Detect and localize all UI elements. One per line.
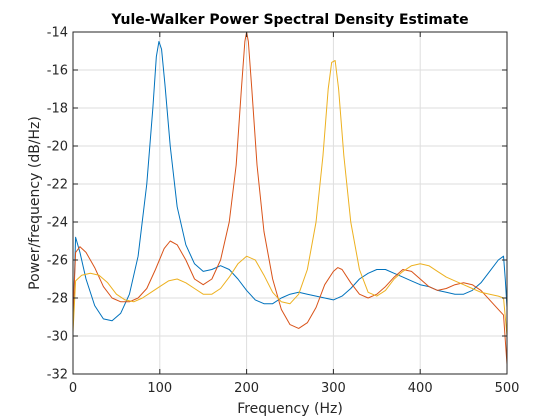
- x-tick-label: 0: [69, 381, 77, 396]
- x-tick-label: 500: [495, 381, 520, 396]
- y-tick-label: -32: [47, 368, 68, 383]
- x-tick-label: 400: [408, 381, 433, 396]
- x-axis-label: Frequency (Hz): [237, 401, 343, 417]
- grid: [72, 31, 508, 375]
- ticks: 0 100 200 300 400 500 -32 -30 -28 -26 -24 -22 -20 -18…: [47, 26, 520, 397]
- y-tick-label: -30: [47, 330, 68, 345]
- plot-frame: [72, 31, 508, 375]
- x-tick-label: 300: [321, 381, 346, 396]
- series-line-1: [72, 41, 508, 327]
- y-tick-label: -18: [47, 102, 68, 117]
- chart-title: Yule-Walker Power Spectral Density Estim…: [110, 12, 468, 28]
- y-tick-label: -22: [47, 178, 68, 193]
- x-tick-label: 200: [234, 381, 259, 396]
- y-tick-label: -24: [47, 216, 68, 231]
- y-tick-label: -14: [47, 26, 68, 41]
- series-line-2: [72, 31, 508, 365]
- y-tick-label: -28: [47, 292, 68, 307]
- x-tick-label: 100: [147, 381, 172, 396]
- y-tick-label: -16: [47, 64, 68, 79]
- y-axis-label: Power/frequency (dB/Hz): [27, 116, 43, 290]
- series-layer: [72, 31, 508, 365]
- series-line-3: [72, 60, 508, 337]
- y-tick-label: -26: [47, 254, 68, 269]
- y-tick-label: -20: [47, 140, 68, 155]
